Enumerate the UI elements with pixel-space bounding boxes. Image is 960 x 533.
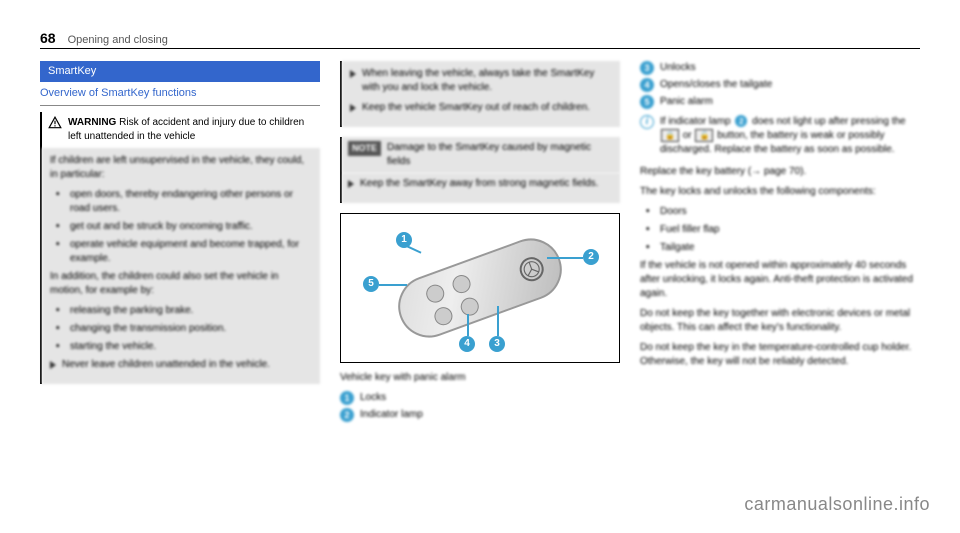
callout-line: [467, 314, 469, 336]
diagram-caption-block: Vehicle key with panic alarm 1 Locks 2 I…: [340, 371, 620, 422]
column-1: SmartKey Overview of SmartKey functions …: [40, 61, 320, 504]
info-icon: i: [640, 115, 654, 129]
legend-number-circle: 5: [640, 95, 654, 109]
bullet-item: open doors, thereby endangering other pe…: [62, 188, 312, 216]
instruction-text: Keep the vehicle SmartKey out of reach o…: [362, 101, 590, 115]
legend-text: Panic alarm: [660, 95, 713, 109]
legend-number-circle: 4: [640, 78, 654, 92]
info-text: If indicator lamp 2 does not light up af…: [660, 115, 920, 157]
key-button: [424, 282, 447, 305]
bullet-item: operate vehicle equipment and become tra…: [62, 238, 312, 266]
legend-item: 2 Indicator lamp: [340, 408, 620, 422]
warning-instruction: Never leave children unattended in the v…: [50, 358, 312, 372]
legend-number-circle: 2: [340, 408, 354, 422]
note-instruction-text: Keep the SmartKey away from strong magne…: [360, 177, 598, 191]
bullet-item: releasing the parking brake.: [62, 304, 312, 318]
bullet-item: Fuel filler flap: [652, 223, 920, 237]
bullet-item: starting the vehicle.: [62, 340, 312, 354]
watermark-text: carmanualsonline.info: [744, 494, 930, 515]
warning-intro: If children are left unsupervised in the…: [50, 154, 312, 182]
legend-text: Indicator lamp: [360, 408, 423, 422]
components-list: Doors Fuel filler flap Tailgate: [640, 205, 920, 255]
key-button: [458, 295, 481, 318]
diagram-caption: Vehicle key with panic alarm: [340, 371, 620, 385]
key-button: [450, 273, 473, 296]
legend-text: Locks: [360, 391, 386, 405]
warning-header: WARNING Risk of accident and injury due …: [42, 112, 320, 148]
note-badge: NOTE: [348, 141, 381, 156]
note-title: Damage to the SmartKey caused by magneti…: [387, 141, 614, 169]
arrow-icon: [350, 104, 356, 112]
arrow-icon: [348, 180, 354, 188]
note-instruction: Keep the SmartKey away from strong magne…: [348, 177, 614, 191]
warning-body: If children are left unsupervised in the…: [42, 148, 320, 384]
lock-button-icon: 🔒: [661, 129, 679, 142]
warning-instruction-text: Never leave children unattended in the v…: [62, 358, 270, 372]
legend-text: Unlocks: [660, 61, 696, 75]
content-columns: SmartKey Overview of SmartKey functions …: [40, 61, 920, 504]
key-button: [432, 305, 455, 328]
warning-box-continued: When leaving the vehicle, always take th…: [340, 61, 620, 127]
warning-box: WARNING Risk of accident and injury due …: [40, 112, 320, 384]
page-header: 68 Opening and closing: [40, 30, 920, 49]
bullet-item: Tailgate: [652, 241, 920, 255]
warning-bullets-2: releasing the parking brake. changing th…: [50, 304, 312, 354]
note-body: Keep the SmartKey away from strong magne…: [342, 173, 620, 203]
note-box: NOTE Damage to the SmartKey caused by ma…: [340, 137, 620, 203]
legend-text: Opens/closes the tailgate: [660, 78, 772, 92]
callout-2: 2: [583, 249, 599, 265]
warning-triangle-icon: [48, 116, 62, 130]
column-3: 3 Unlocks 4 Opens/closes the tailgate 5 …: [640, 61, 920, 504]
inline-callout-2: 2: [735, 115, 747, 127]
legend-number-circle: 3: [640, 61, 654, 75]
legend-item: 3 Unlocks: [640, 61, 920, 75]
legend-item: 4 Opens/closes the tailgate: [640, 78, 920, 92]
warning-label: WARNING: [68, 117, 116, 128]
callout-line: [497, 306, 499, 336]
relock-text: If the vehicle is not opened within appr…: [640, 259, 920, 301]
instruction-item: Keep the vehicle SmartKey out of reach o…: [350, 101, 612, 115]
callout-5: 5: [363, 276, 379, 292]
bullet-item: get out and be struck by oncoming traffi…: [62, 220, 312, 234]
page-number: 68: [40, 30, 56, 46]
subsection-title-overview: Overview of SmartKey functions: [40, 83, 320, 105]
warning-mid: In addition, the children could also set…: [50, 270, 312, 298]
arrow-icon: [350, 70, 356, 78]
bullet-item: changing the transmission position.: [62, 322, 312, 336]
callout-4: 4: [459, 336, 475, 352]
unlock-button-icon: 🔓: [695, 129, 713, 142]
key-locks-text: The key locks and unlocks the following …: [640, 185, 920, 199]
note-header: NOTE Damage to the SmartKey caused by ma…: [342, 137, 620, 173]
callout-line: [405, 244, 422, 253]
warning-title: WARNING Risk of accident and injury due …: [68, 116, 314, 144]
instruction-item: When leaving the vehicle, always take th…: [350, 67, 612, 95]
callout-line: [547, 257, 583, 259]
mercedes-logo-icon: [516, 254, 547, 285]
key-body-shape: [390, 230, 571, 346]
legend-item: 5 Panic alarm: [640, 95, 920, 109]
electronic-warning-text: Do not keep the key together with electr…: [640, 307, 920, 335]
bullet-item: Doors: [652, 205, 920, 219]
warning-body-cont: When leaving the vehicle, always take th…: [342, 61, 620, 127]
instruction-text: When leaving the vehicle, always take th…: [362, 67, 612, 95]
column-2: When leaving the vehicle, always take th…: [340, 61, 620, 504]
legend-item: 1 Locks: [340, 391, 620, 405]
replace-battery-text: Replace the key battery (→ page 70).: [640, 165, 920, 179]
section-title-smartkey: SmartKey: [40, 61, 320, 82]
cupholder-warning-text: Do not keep the key in the temperature-c…: [640, 341, 920, 369]
page-section-title: Opening and closing: [68, 34, 168, 46]
warning-bullets-1: open doors, thereby endangering other pe…: [50, 188, 312, 266]
smartkey-diagram: 1 2 3 4 5: [340, 213, 620, 363]
info-note: i If indicator lamp 2 does not light up …: [640, 115, 920, 157]
legend-number-circle: 1: [340, 391, 354, 405]
callout-3: 3: [489, 336, 505, 352]
arrow-icon: [50, 361, 56, 369]
callout-line: [379, 284, 407, 286]
